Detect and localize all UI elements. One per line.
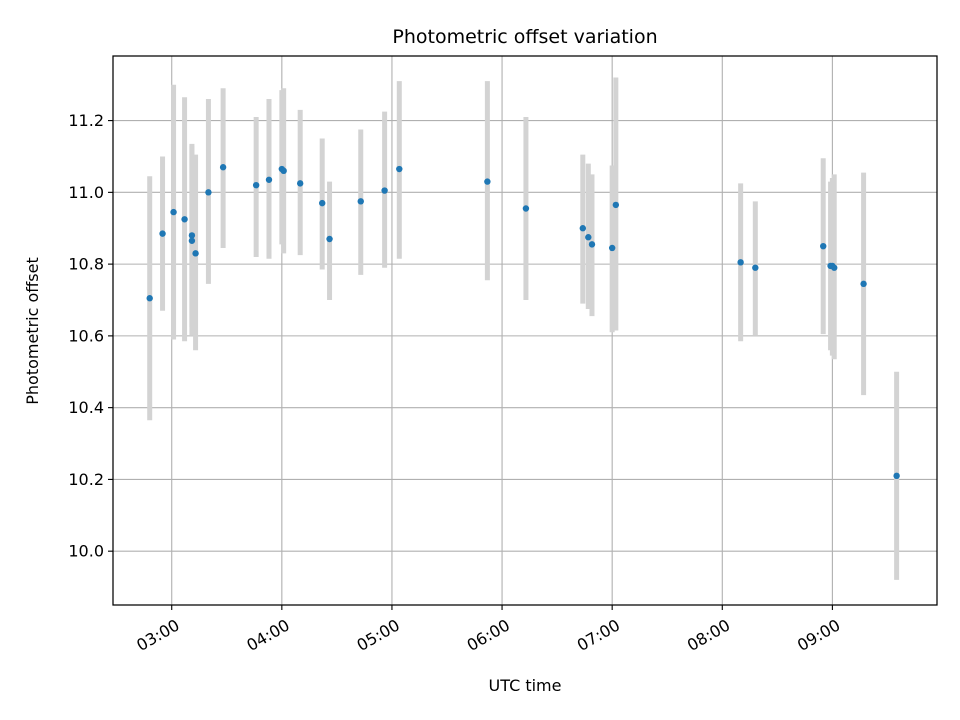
data-point (752, 264, 759, 271)
data-point (820, 242, 827, 250)
y-tick-label: 11.2 (68, 111, 104, 130)
data-point (860, 280, 867, 288)
data-point (159, 230, 166, 237)
data-point (181, 216, 188, 223)
data-point (396, 165, 403, 173)
data-point (219, 164, 227, 171)
data-point (585, 234, 592, 241)
data-point (265, 176, 273, 183)
data-point (146, 295, 153, 302)
y-tick-label: 10.6 (68, 326, 104, 345)
data-point (831, 264, 838, 271)
x-axis-label: UTC time (489, 676, 562, 695)
data-point (381, 187, 388, 194)
y-tick-label: 11.0 (68, 183, 104, 202)
data-point (737, 259, 744, 266)
data-point (326, 235, 333, 243)
data-point (612, 201, 620, 209)
data-point (188, 232, 196, 239)
data-point (188, 237, 196, 244)
plot-frame (112, 55, 938, 606)
y-axis-label: Photometric offset (23, 257, 42, 405)
y-tick-label: 10.0 (68, 542, 104, 561)
data-point (357, 198, 364, 205)
data-point (296, 180, 304, 187)
y-tick-label: 10.4 (68, 398, 104, 417)
y-axis-ticks: 10.0 10.2 10.4 10.6 10.8 11.0 11.2 (68, 111, 113, 561)
data-point (579, 225, 587, 232)
data-point (192, 250, 199, 257)
y-tick-label: 10.8 (68, 255, 104, 274)
data-point (484, 178, 491, 185)
data-point (252, 181, 260, 189)
data-point (205, 189, 212, 196)
data-point (170, 208, 177, 216)
data-point (280, 167, 287, 175)
data-point (522, 205, 530, 212)
y-tick-label: 10.2 (68, 470, 104, 489)
data-point (588, 241, 596, 248)
data-point (893, 472, 900, 480)
point-layer (146, 164, 900, 480)
data-point (319, 199, 326, 207)
data-point (608, 244, 616, 252)
chart-title: Photometric offset variation (392, 26, 657, 48)
